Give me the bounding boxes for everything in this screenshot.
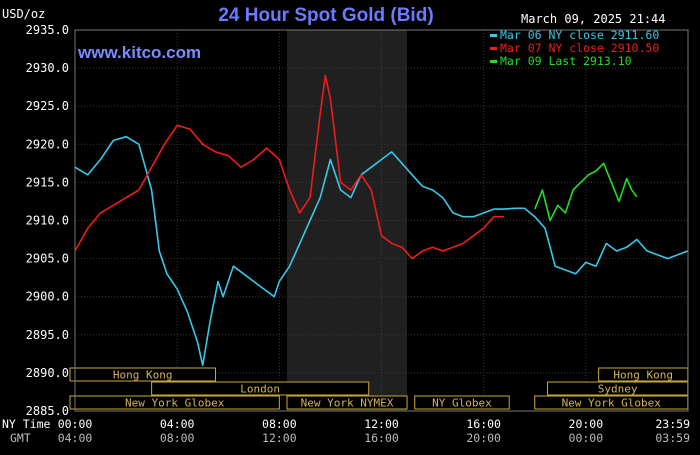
- session-label: London: [240, 383, 280, 396]
- x-tick-label-gmt: 20:00: [466, 431, 501, 445]
- legend-swatch: [490, 34, 497, 37]
- session-bar: [151, 381, 370, 396]
- brand-url: www.kitco.com: [77, 43, 201, 62]
- y-tick-label: 2930.0: [26, 61, 69, 75]
- session-label: New York Globex: [562, 397, 662, 410]
- x-tick-label-ny: 20:00: [569, 417, 604, 431]
- y-tick-label: 2935.0: [26, 23, 69, 37]
- y-axis-unit-label: USD/oz: [2, 7, 45, 21]
- series-line: [534, 162, 638, 222]
- x-tick-label-ny: 00:00: [58, 417, 93, 431]
- y-axis-tick-labels: 2935.0 2930.0 2925.0 2920.0 2915.0 2910.0 2905…: [26, 23, 69, 418]
- y-tick-label: 2890.0: [26, 366, 69, 380]
- x-axis-ny-time-label: NY Time: [2, 417, 51, 431]
- x-tick-label-gmt: 03:59: [655, 431, 690, 445]
- session-label: New York NYMEX: [301, 397, 394, 410]
- x-axis-tick-labels: 00:0004:0004:0008:0008:0012:0012:0016:00…: [58, 417, 690, 445]
- x-tick-label-ny: 08:00: [262, 417, 297, 431]
- legend-entry: Mar 09 Last 2913.10: [500, 54, 632, 68]
- x-axis-gmt-label: GMT: [10, 431, 31, 445]
- x-tick-label-gmt: 12:00: [262, 431, 297, 445]
- session-label: Hong Kong: [613, 369, 673, 382]
- price-series: [74, 74, 688, 367]
- x-tick-label-gmt: 00:00: [569, 431, 604, 445]
- y-tick-label: 2925.0: [26, 99, 69, 113]
- y-tick-label: 2885.0: [26, 404, 69, 418]
- series-line: [74, 135, 688, 367]
- y-tick-label: 2920.0: [26, 137, 69, 151]
- session-bar: [69, 367, 216, 382]
- x-tick-label-gmt: 16:00: [364, 431, 399, 445]
- x-tick-label-ny: 12:00: [364, 417, 399, 431]
- session-bar: [414, 395, 510, 410]
- x-tick-label-ny: 16:00: [466, 417, 501, 431]
- legend-entry: Mar 07 NY close 2910.50: [500, 41, 659, 55]
- legend-entry: Mar 06 NY close 2911.60: [500, 28, 659, 42]
- x-tick-label-gmt: 08:00: [160, 431, 195, 445]
- session-bar: [69, 395, 280, 410]
- x-tick-label-gmt: 04:00: [58, 431, 93, 445]
- y-tick-label: 2915.0: [26, 175, 69, 189]
- trading-sessions: Hong Kong London New York Globex New York N…: [69, 367, 689, 410]
- x-tick-label-ny: 23:59: [655, 417, 690, 431]
- legend-swatch: [490, 60, 497, 63]
- y-tick-label: 2905.0: [26, 252, 69, 266]
- session-label: Hong Kong: [113, 369, 173, 382]
- plot-frame: [74, 29, 689, 412]
- y-tick-label: 2910.0: [26, 214, 69, 228]
- legend-swatch: [490, 47, 497, 50]
- session-label: Sydney: [598, 383, 638, 396]
- session-label: New York Globex: [125, 397, 225, 410]
- y-tick-label: 2900.0: [26, 290, 69, 304]
- chart-title: 24 Hour Spot Gold (Bid): [218, 5, 433, 26]
- series-line: [74, 74, 505, 260]
- session-label: NY Globex: [432, 397, 492, 410]
- y-tick-label: 2895.0: [26, 328, 69, 342]
- nymex-session-shade: [286, 30, 408, 411]
- x-tick-label-ny: 04:00: [160, 417, 195, 431]
- chart-timestamp: March 09, 2025 21:44: [521, 12, 666, 26]
- session-bar: [286, 395, 408, 410]
